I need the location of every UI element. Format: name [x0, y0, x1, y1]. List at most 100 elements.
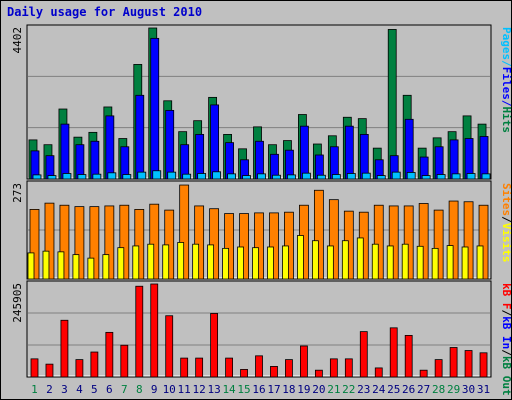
- visits-bar: [252, 247, 259, 280]
- panel-3-max-label: 245905: [11, 283, 24, 323]
- sites-bar: [119, 204, 130, 280]
- panel-1-legend: Pages/Files/Hits: [500, 27, 511, 133]
- sites-bar: [418, 203, 429, 280]
- kbf-bar: [374, 367, 383, 378]
- panel-1-max-label: 4402: [11, 27, 24, 54]
- visits-bar: [147, 243, 155, 280]
- pages-bar: [376, 175, 386, 180]
- panel-2-legend: Sites/Visits: [500, 183, 511, 263]
- kbf-bar: [359, 331, 368, 378]
- sites-bar: [149, 203, 160, 280]
- day-label: 10: [163, 383, 176, 396]
- kbf-bar: [389, 327, 398, 378]
- visits-bar: [102, 254, 110, 280]
- pages-bar: [77, 174, 87, 180]
- day-label: 5: [91, 383, 98, 396]
- files-bar: [300, 125, 309, 180]
- visits-bar: [162, 244, 170, 280]
- sites-bar: [224, 213, 234, 280]
- legend-entry: kB F: [500, 283, 511, 310]
- sites-bar: [44, 202, 55, 280]
- kbf-bar: [240, 369, 248, 378]
- visits-bar: [297, 235, 304, 280]
- pages-bar: [302, 172, 311, 180]
- kbf-bar: [210, 313, 219, 378]
- pages-bar: [62, 173, 72, 180]
- files-bar: [75, 144, 85, 180]
- files-bar: [464, 138, 474, 180]
- pages-bar: [137, 171, 147, 180]
- day-label: 4: [76, 383, 83, 396]
- kbf-bar: [434, 359, 443, 378]
- panel-3-legend: kB F/kB In/kB Out: [500, 283, 511, 396]
- sites-bar: [388, 205, 399, 280]
- sites-bar: [74, 206, 85, 280]
- files-bar: [90, 140, 100, 180]
- kbf-bar: [479, 352, 488, 378]
- visits-bar: [386, 245, 394, 280]
- kbf-bar: [285, 359, 293, 378]
- day-label: 17: [267, 383, 280, 396]
- visits-bar: [416, 245, 424, 280]
- pages-bar: [182, 173, 192, 180]
- sites-bar: [29, 209, 40, 280]
- visits-bar: [267, 246, 274, 280]
- files-bar: [60, 123, 70, 180]
- pages-bar: [32, 174, 42, 180]
- day-label: 11: [178, 383, 191, 396]
- day-label: 26: [402, 383, 415, 396]
- legend-entry: Pages/: [500, 27, 511, 67]
- day-label: 6: [106, 383, 113, 396]
- sites-bar: [254, 212, 264, 280]
- kbf-bar: [344, 358, 353, 378]
- files-bar: [479, 136, 489, 180]
- day-label: 25: [387, 383, 400, 396]
- visits-bar: [27, 252, 35, 280]
- files-bar: [210, 104, 220, 180]
- day-label: 12: [193, 383, 206, 396]
- pages-bar: [361, 172, 371, 180]
- day-label: 24: [372, 383, 386, 396]
- sites-bar: [463, 201, 474, 280]
- pages-bar: [257, 173, 266, 180]
- visits-bar: [72, 254, 80, 280]
- day-label: 29: [447, 383, 460, 396]
- sites-bar: [134, 209, 145, 280]
- day-label: 8: [136, 383, 143, 396]
- kbf-bar: [75, 359, 84, 378]
- visits-bar: [207, 244, 215, 280]
- visits-bar: [222, 247, 229, 280]
- visits-bar: [87, 257, 95, 280]
- day-label: 1: [31, 383, 38, 396]
- visits-bar: [42, 250, 50, 280]
- legend-entry: Visits: [500, 223, 511, 263]
- sites-bar: [433, 209, 444, 280]
- pages-bar: [436, 174, 446, 180]
- day-label: 3: [61, 383, 68, 396]
- kbf-bar: [449, 347, 458, 378]
- legend-entry: Files/: [500, 67, 511, 107]
- sites-bar: [194, 205, 205, 280]
- day-label: 7: [121, 383, 128, 396]
- visits-bar: [177, 242, 185, 280]
- kbf-bar: [105, 331, 114, 378]
- files-bar: [150, 37, 160, 180]
- legend-entry: /: [500, 216, 511, 223]
- kbf-bar: [135, 285, 144, 378]
- visits-bar: [237, 246, 244, 280]
- pages-bar: [421, 175, 431, 180]
- files-bar: [449, 139, 459, 180]
- kbf-bar: [45, 363, 54, 378]
- visits-bar: [282, 245, 289, 280]
- day-label: 30: [462, 383, 475, 396]
- day-label: 27: [417, 383, 430, 396]
- legend-entry: /: [500, 349, 511, 356]
- kbf-bar: [419, 369, 428, 378]
- sites-bar: [313, 189, 324, 280]
- visits-bar: [192, 243, 200, 280]
- visits-bar: [117, 247, 125, 280]
- day-label: 28: [432, 383, 445, 396]
- files-bar: [404, 118, 414, 180]
- legend-entry: Hits: [500, 107, 511, 134]
